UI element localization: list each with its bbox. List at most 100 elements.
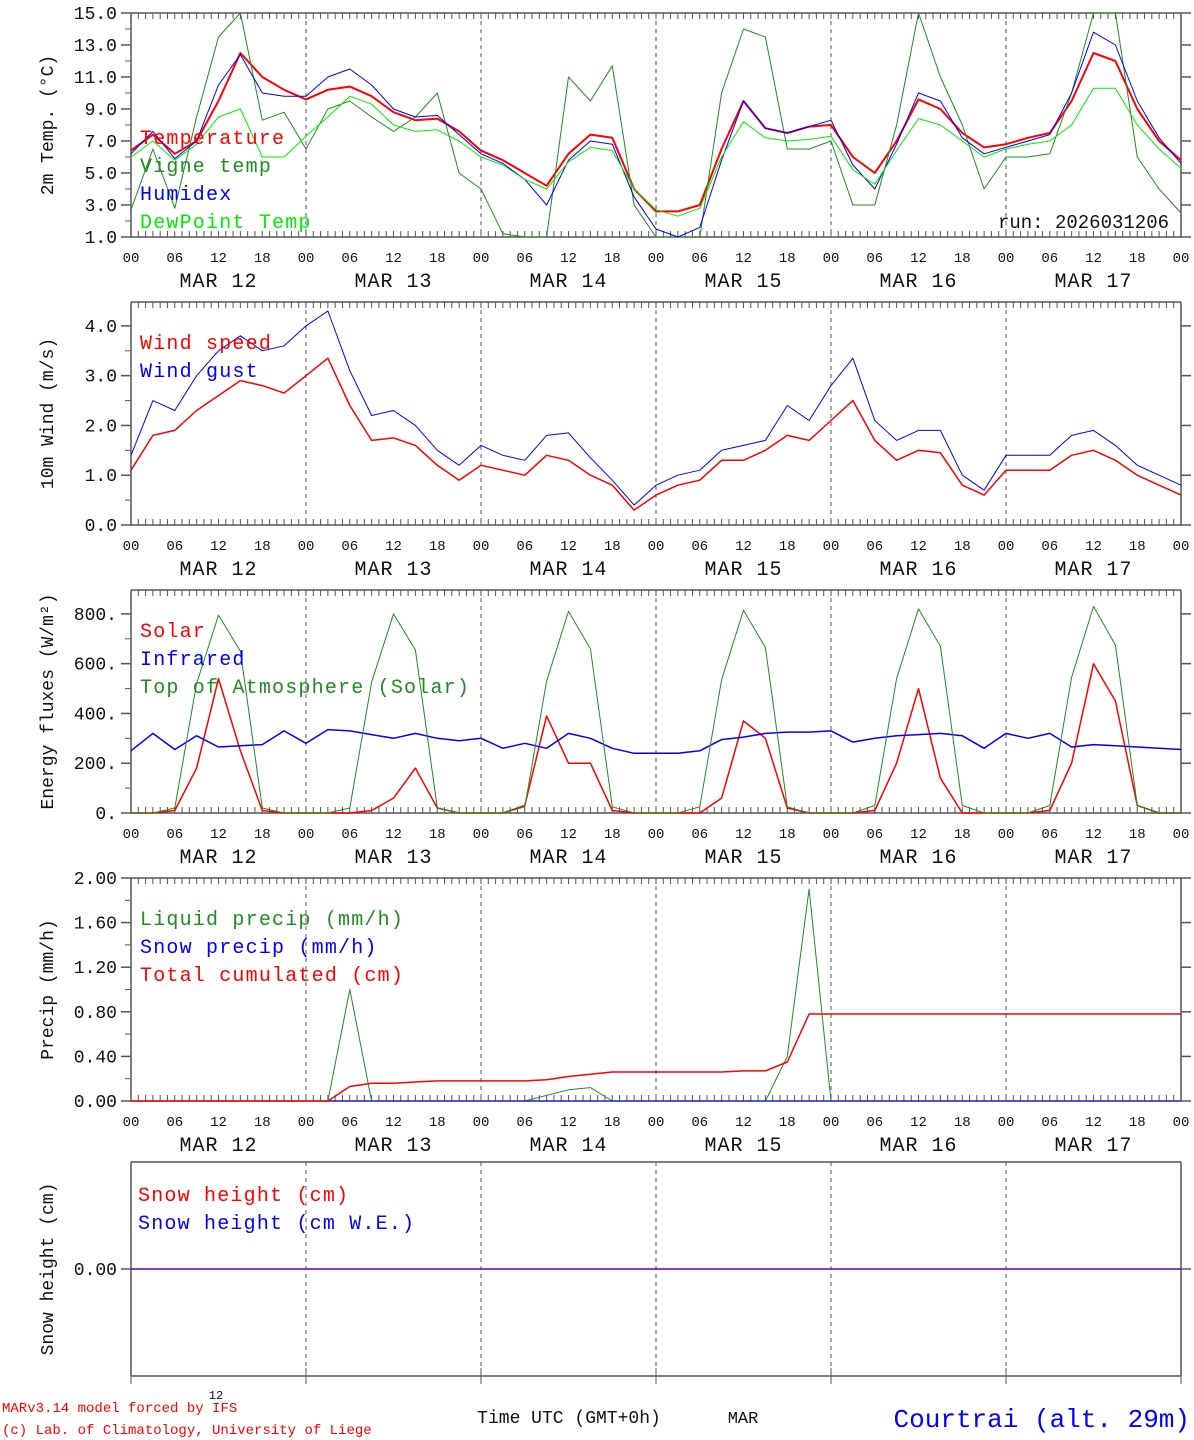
x-hour-label: 12: [1085, 827, 1102, 843]
x-day-label: MAR 16: [879, 271, 957, 294]
x-hour-label: 12: [735, 827, 752, 843]
x-day-label: MAR 14: [529, 271, 607, 294]
x-hour-label: 06: [166, 1115, 183, 1131]
x-day-label: MAR 12: [179, 1135, 257, 1158]
x-day-label: MAR 16: [879, 1135, 957, 1158]
x-hour-label: 18: [954, 251, 971, 267]
panel-2: [121, 301, 1191, 526]
x-hour-label: 12: [560, 251, 577, 267]
y-tick-label: 400.: [74, 705, 117, 725]
x-hour-label: 12: [210, 1115, 227, 1131]
x-hour-label: 06: [516, 1115, 533, 1131]
x-hour-label: 00: [1173, 539, 1190, 555]
x-hour-label: 18: [429, 1115, 446, 1131]
y-tick-label: 11.0: [74, 69, 117, 89]
panel-1: [121, 12, 1191, 238]
x-hour-label: 18: [604, 1115, 621, 1131]
x-hour-label: 00: [298, 251, 315, 267]
x-hour-label: 12: [560, 1115, 577, 1131]
y-tick-label: 2.0: [85, 417, 117, 437]
series-line-wind-gust: [130, 310, 1182, 506]
x-hour-label: 18: [254, 539, 271, 555]
legend-entry: Snow precip (mm/h): [140, 937, 378, 960]
x-hour-label: 18: [779, 251, 796, 267]
x-hour-label: 12: [910, 539, 927, 555]
x-hour-label: 18: [254, 251, 271, 267]
x-axis-title: Time UTC (GMT+0h): [477, 1409, 661, 1429]
y-axis-label: 2m Temp. (°C): [39, 55, 59, 195]
x-hour-label: 12: [735, 1115, 752, 1131]
x-hour-label: 12: [735, 539, 752, 555]
x-hour-label: 18: [604, 827, 621, 843]
x-hour-label: 18: [779, 1115, 796, 1131]
x-hour-label: 00: [998, 1115, 1015, 1131]
legend-entry: Solar: [140, 621, 206, 644]
legend-entry: Snow height (cm): [138, 1185, 349, 1208]
bottom-hour-label: 12: [209, 1389, 223, 1403]
y-tick-label: 7.0: [85, 133, 117, 153]
x-hour-label: 18: [1129, 251, 1146, 267]
y-tick-label: 2.00: [74, 870, 117, 890]
x-day-label: MAR 15: [704, 847, 782, 870]
x-day-label: MAR 16: [879, 559, 957, 582]
x-day-label: MAR 14: [529, 847, 607, 870]
series-line-top-of-atmosphere-solar: [131, 605, 1181, 814]
panel-3: [121, 589, 1191, 814]
y-tick-label: 200.: [74, 755, 117, 775]
y-tick-label: 0.00: [74, 1093, 117, 1113]
legend-entry: Infrared: [140, 649, 246, 672]
legend-entry: Top of Atmosphere (Solar): [140, 677, 470, 700]
legend-entry: Wind gust: [140, 361, 259, 384]
x-hour-label: 12: [385, 251, 402, 267]
legend-entry: Total cumulated (cm): [140, 965, 404, 988]
panel-4: [121, 877, 1191, 1102]
x-hour-label: 00: [473, 539, 490, 555]
x-hour-label: 12: [1085, 1115, 1102, 1131]
x-hour-label: 06: [516, 827, 533, 843]
x-hour-label: 00: [123, 251, 140, 267]
run-label: run: 2026031206: [998, 212, 1169, 234]
x-hour-label: 18: [1129, 539, 1146, 555]
x-hour-label: 12: [910, 1115, 927, 1131]
series-line-wind-speed: [130, 357, 1182, 511]
series-line-dewpoint-temp: [130, 87, 1182, 217]
x-day-label: MAR 13: [354, 271, 432, 294]
series-line-vigne-temp: [130, 12, 1182, 238]
y-tick-label: 1.0: [85, 467, 117, 487]
x-hour-label: 06: [866, 539, 883, 555]
y-axis-label: Snow height (cm): [39, 1183, 59, 1356]
x-hour-label: 00: [823, 539, 840, 555]
x-hour-label: 00: [123, 1115, 140, 1131]
y-tick-label: 4.0: [85, 318, 117, 338]
x-day-label: MAR 15: [704, 1135, 782, 1158]
y-tick-label: 0.40: [74, 1048, 117, 1068]
legend-entry: Vigne temp: [140, 156, 272, 179]
x-axis-month: MAR: [728, 1410, 759, 1429]
y-tick-label: 1.20: [74, 959, 117, 979]
x-hour-label: 12: [210, 251, 227, 267]
x-hour-label: 12: [210, 827, 227, 843]
x-hour-label: 18: [1129, 1115, 1146, 1131]
x-hour-label: 18: [1129, 827, 1146, 843]
x-hour-label: 06: [1041, 251, 1058, 267]
x-hour-label: 12: [385, 539, 402, 555]
x-hour-label: 06: [691, 251, 708, 267]
x-hour-label: 18: [429, 827, 446, 843]
y-tick-label: 1.60: [74, 915, 117, 935]
x-hour-label: 00: [998, 827, 1015, 843]
x-hour-label: 00: [123, 539, 140, 555]
x-hour-label: 00: [298, 539, 315, 555]
x-hour-label: 00: [823, 251, 840, 267]
x-hour-label: 00: [473, 827, 490, 843]
x-day-label: MAR 12: [179, 559, 257, 582]
x-hour-label: 06: [866, 1115, 883, 1131]
y-tick-label: 0.: [95, 805, 117, 825]
legend-entry: Liquid precip (mm/h): [140, 909, 404, 932]
x-day-label: MAR 15: [704, 271, 782, 294]
x-hour-label: 06: [1041, 827, 1058, 843]
x-hour-label: 00: [1173, 827, 1190, 843]
legend-entry: Wind speed: [140, 333, 272, 356]
x-day-label: MAR 17: [1054, 271, 1132, 294]
